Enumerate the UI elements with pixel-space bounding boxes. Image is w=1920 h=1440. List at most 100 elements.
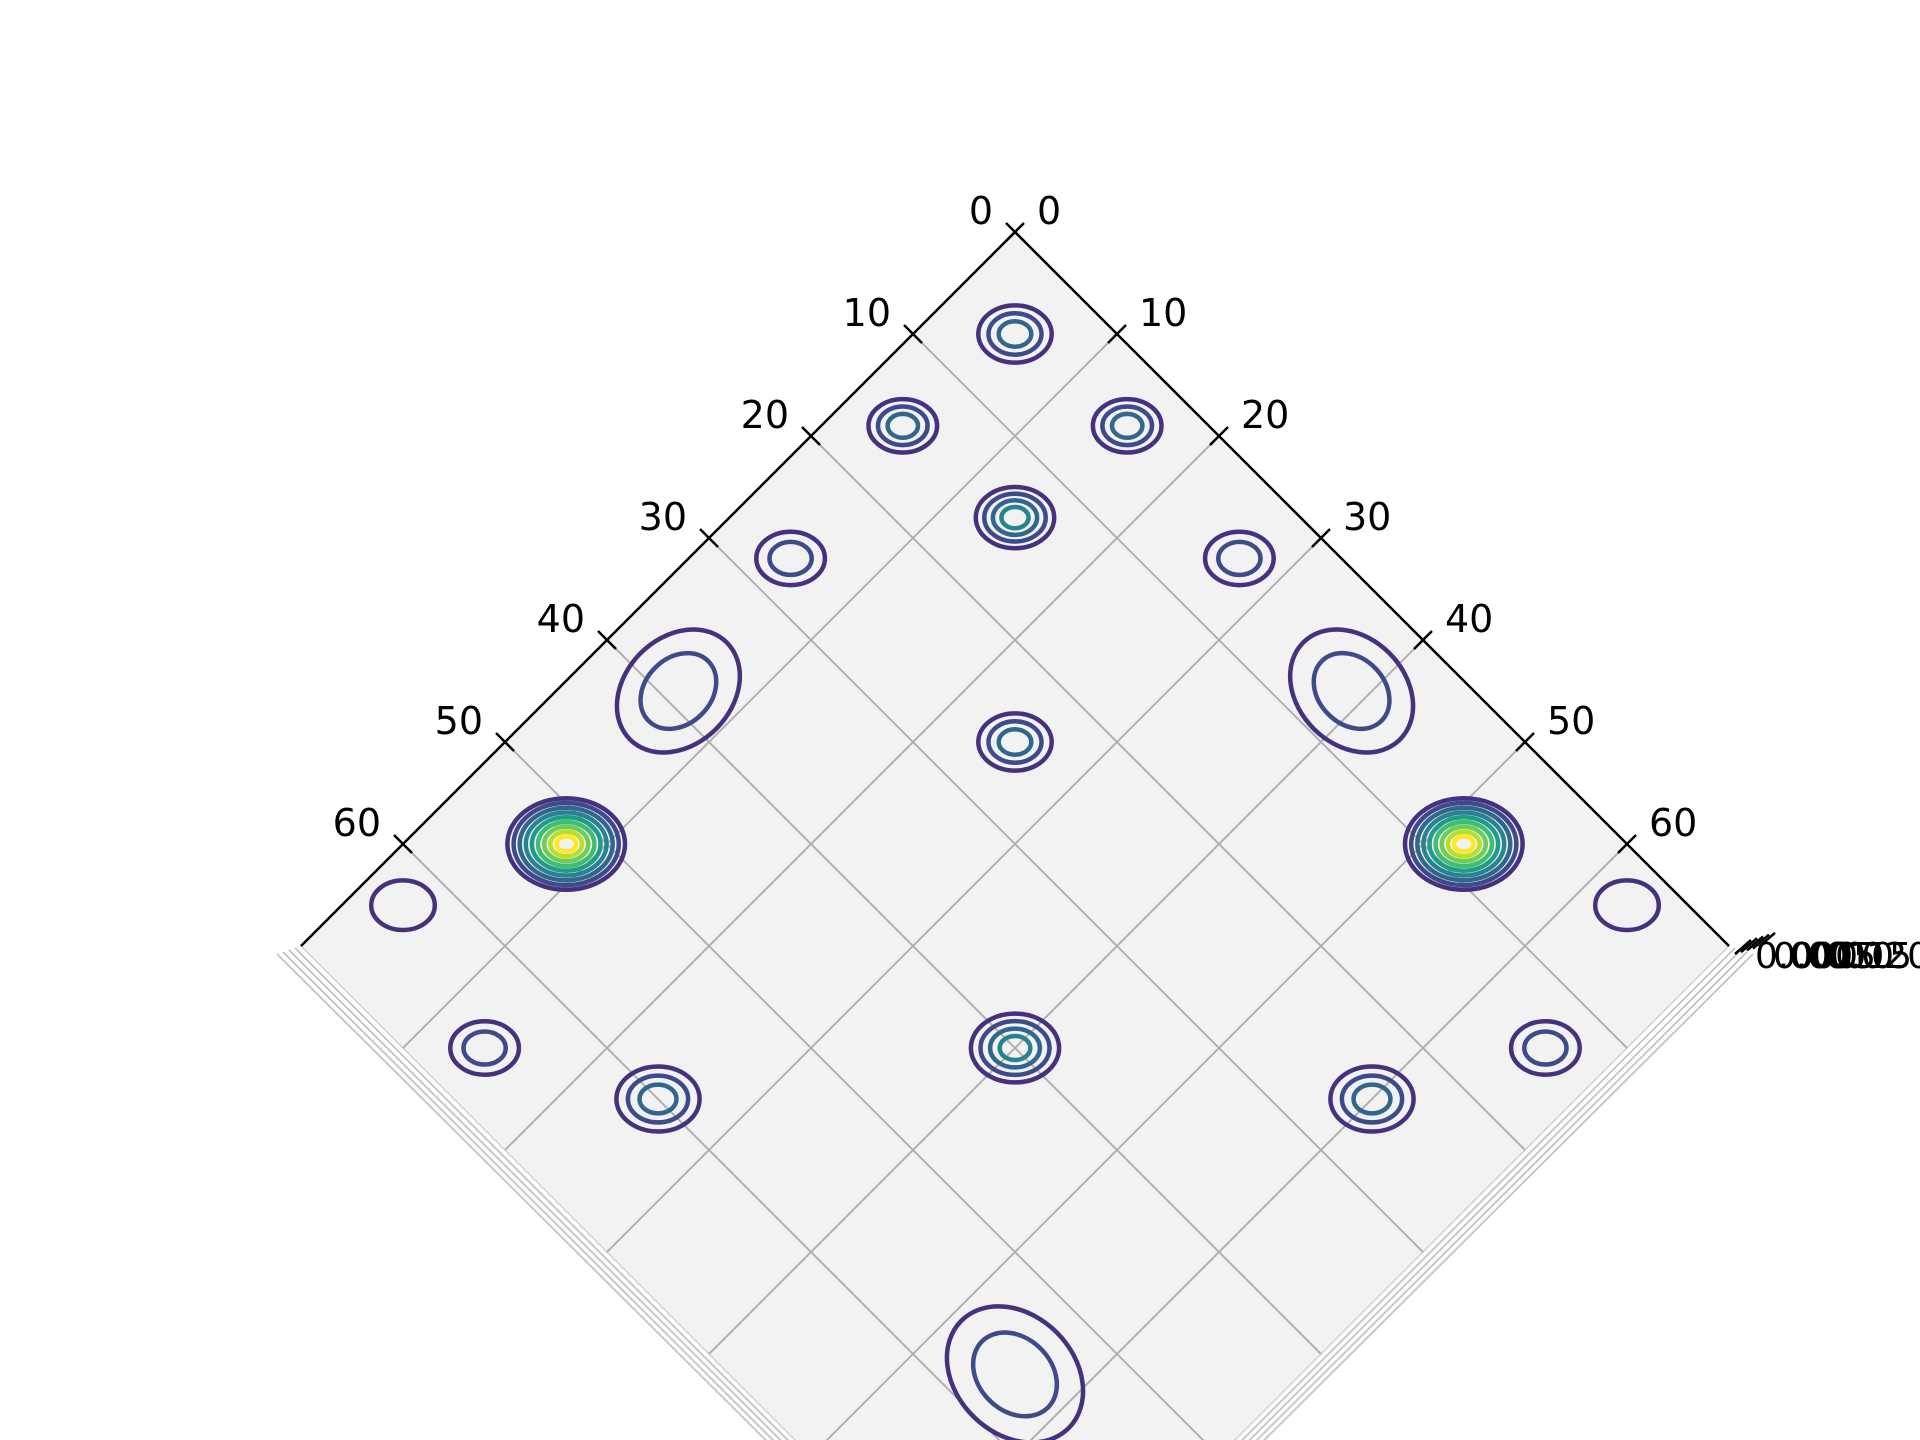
contour-line	[1508, 1019, 1582, 1077]
contour-line	[970, 1330, 1060, 1419]
contour-blob	[1402, 795, 1525, 893]
contour-blob	[973, 484, 1057, 551]
z-tick	[1734, 939, 1752, 955]
contour-line	[866, 396, 940, 455]
contour-line	[885, 411, 921, 440]
contour-line	[1287, 627, 1416, 755]
contour-line	[1339, 1073, 1405, 1125]
contour-line	[638, 650, 719, 732]
y-tick-label: 60	[1649, 801, 1697, 845]
z-tick-label: 0.015	[1809, 936, 1912, 977]
x-tick	[801, 426, 821, 446]
contour-line	[535, 819, 597, 869]
contour-line	[1402, 795, 1525, 893]
contour-line	[997, 1033, 1033, 1063]
contour-line	[1522, 1029, 1569, 1067]
grid	[402, 333, 1628, 1440]
contour-line	[625, 1073, 691, 1125]
pane-depth-edge	[276, 953, 1754, 1440]
contour-blob	[866, 396, 940, 455]
contour-blob	[1328, 1064, 1416, 1134]
z-tick-label: 0.020	[1827, 936, 1920, 977]
contour-line	[1439, 824, 1489, 864]
contour-line	[944, 1304, 1086, 1440]
contour-blob	[944, 1304, 1086, 1440]
contour-line	[505, 795, 628, 893]
contour-line	[978, 1018, 1052, 1078]
grid-line-x	[504, 741, 1205, 1440]
pane-depth-edge	[282, 951, 1748, 1440]
contour-line	[767, 539, 814, 578]
contour-blob	[754, 529, 828, 588]
contour-line	[541, 824, 591, 864]
contour-line	[614, 1064, 702, 1134]
y-tick	[1005, 222, 1025, 242]
contour-line	[990, 498, 1040, 538]
grid-line-y	[825, 741, 1526, 1440]
grid-line-x	[402, 843, 1001, 1440]
z-tick	[1758, 931, 1776, 948]
x-tick	[495, 732, 515, 752]
grid-line-x	[912, 333, 1628, 1049]
z-tick-label: 0.005	[1773, 936, 1876, 977]
z-tick	[1746, 935, 1764, 952]
grid-line-y	[606, 537, 1322, 1253]
contour-line	[448, 1019, 522, 1077]
contour-line	[1109, 411, 1145, 440]
y-tick	[1311, 528, 1331, 548]
contour-line	[1328, 1064, 1416, 1134]
z-tick-label: 0.010	[1791, 936, 1894, 977]
y-tick	[1617, 834, 1637, 854]
y-tick-label: 30	[1343, 495, 1391, 539]
y-tick	[1413, 630, 1433, 650]
contour-line	[554, 834, 579, 854]
contour-line	[614, 627, 743, 755]
contour-line	[523, 810, 609, 878]
tick-labels: 0 10 20 30 40 50 60 0 10 20 30 40 50 60 0.0000.0050.01…	[333, 189, 1920, 977]
contour-line	[999, 504, 1031, 531]
contour-line	[1311, 650, 1392, 732]
x-tick-label: 10	[843, 291, 891, 335]
contour-blob	[505, 795, 628, 893]
contour-line	[368, 878, 438, 933]
contour-line	[968, 1011, 1062, 1085]
y-tick-label: 0	[1037, 189, 1061, 233]
contour-line	[976, 711, 1054, 773]
contour-line	[1421, 810, 1507, 878]
contour-blob	[1592, 878, 1662, 933]
contour-line	[637, 1082, 679, 1116]
z-tick	[1752, 933, 1770, 950]
contour-line	[996, 319, 1034, 349]
contour-line	[517, 805, 615, 883]
contour-blob	[1508, 1019, 1582, 1077]
contour-blob	[976, 711, 1054, 773]
x-tick-label: 0	[969, 189, 993, 233]
grid-line-y	[1029, 843, 1628, 1440]
contour-line	[1216, 539, 1263, 578]
contour-line	[1100, 404, 1155, 448]
x-tick	[903, 324, 923, 344]
contour-blob	[968, 1011, 1062, 1085]
contour-line	[976, 303, 1054, 365]
z-tick	[1740, 937, 1758, 954]
contour-line	[1445, 829, 1482, 859]
contour-line	[1408, 800, 1519, 888]
z-tick-label: 0.000	[1755, 936, 1858, 977]
contour-line	[461, 1029, 508, 1067]
grid-line-x	[810, 435, 1526, 1151]
x-tick-label: 50	[435, 699, 483, 743]
contour-line	[1415, 805, 1513, 883]
pane-depth-edge	[294, 947, 1736, 1440]
grid-line-y	[504, 435, 1220, 1151]
contour-line	[973, 484, 1057, 551]
y-tick-label: 40	[1445, 597, 1493, 641]
contour-line	[987, 1026, 1043, 1070]
contour-line	[511, 800, 622, 888]
pane-depth-edge	[288, 949, 1742, 1440]
contour-line	[1433, 819, 1495, 869]
contour-line	[875, 404, 930, 448]
contour-blob	[368, 878, 438, 933]
axes-pane	[276, 230, 1754, 1440]
contour-line	[996, 727, 1034, 757]
